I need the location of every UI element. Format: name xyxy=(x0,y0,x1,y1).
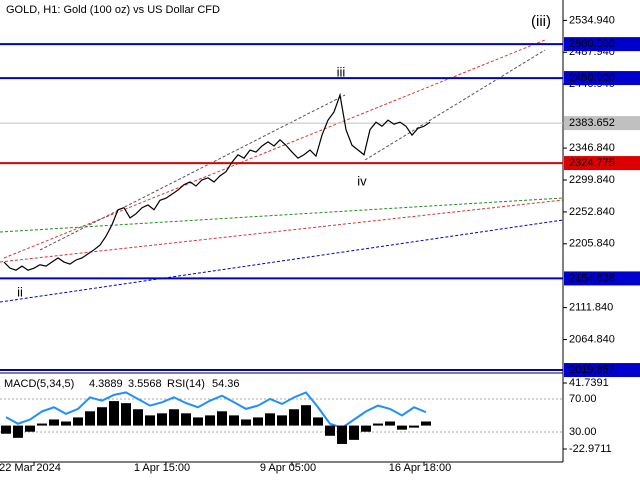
channel-lines xyxy=(0,39,564,303)
macd-bar xyxy=(85,411,95,426)
macd-bar xyxy=(37,423,47,426)
macd-bar xyxy=(241,419,251,426)
y-tick-label: 2299.840 xyxy=(569,174,615,186)
macd-bar xyxy=(109,401,119,426)
macd-bar xyxy=(313,417,323,426)
channel-line xyxy=(364,49,546,161)
level-box xyxy=(564,37,640,52)
channel-line xyxy=(3,39,546,259)
y2-tick-label: 41.7391 xyxy=(569,377,609,389)
macd-bar xyxy=(385,421,395,426)
level-box xyxy=(564,271,640,286)
trend-line xyxy=(0,199,564,263)
rsi-name: RSI(14) xyxy=(167,378,205,390)
level-label: 2019.867 xyxy=(569,364,615,376)
channel-line xyxy=(39,94,346,251)
y-tick-label: 2064.840 xyxy=(569,333,615,345)
macd-bar xyxy=(13,425,23,438)
level-label: 2154.838 xyxy=(569,272,615,284)
macd-bar xyxy=(121,403,131,426)
macd-bar xyxy=(73,417,83,426)
x-tick-label: 1 Apr 15:00 xyxy=(134,462,190,474)
trend-line xyxy=(0,197,564,233)
macd-bar xyxy=(49,419,59,426)
macd-bar xyxy=(325,425,335,436)
y2-tick-label: -22.9711 xyxy=(569,443,612,455)
price-line xyxy=(3,92,431,271)
chart-title: GOLD, H1: Gold (100 oz) vs US Dollar CFD xyxy=(6,4,220,16)
macd-bar xyxy=(157,413,167,426)
level-box xyxy=(564,363,640,378)
macd-bar xyxy=(97,407,107,426)
rsi-value: 54.36 xyxy=(212,378,240,390)
macd-bar xyxy=(337,425,347,444)
wave-label: (iii) xyxy=(531,13,551,30)
last-price-box xyxy=(564,116,640,131)
y-tick-label: 2252.840 xyxy=(569,206,615,218)
macd-bar xyxy=(133,409,143,426)
y-tick-label: 70.00 xyxy=(569,393,597,405)
macd-bar xyxy=(169,409,179,426)
macd-bar xyxy=(349,425,359,440)
macd-bar xyxy=(373,423,383,426)
level-label: 2500.000 xyxy=(569,38,615,50)
y-tick-label: 2111.840 xyxy=(569,302,613,314)
macd-bar xyxy=(205,415,215,426)
macd-value: 4.3889 xyxy=(89,378,123,390)
macd-bar xyxy=(25,425,35,432)
level-label: 2324.775 xyxy=(569,157,615,169)
wave-label: iii xyxy=(337,64,346,79)
macd-name: MACD(5,34,5) xyxy=(4,378,74,390)
macd-bar xyxy=(61,421,71,426)
macd-bar xyxy=(265,413,275,426)
macd-bar xyxy=(217,411,227,426)
wave-label: iv xyxy=(357,173,367,188)
macd-bar xyxy=(181,413,191,426)
level-label: 2450.000 xyxy=(569,72,615,84)
macd-bar xyxy=(421,421,431,426)
macd-bar xyxy=(361,425,371,432)
wave-label: ii xyxy=(17,284,23,299)
macd-bar xyxy=(253,417,263,426)
indicator-header: MACD(5,34,5) 4.3889 3.5568 RSI(14) 54.36 xyxy=(4,378,240,390)
level-box xyxy=(564,71,640,86)
macd-bar xyxy=(1,425,11,434)
macd-bar xyxy=(193,417,203,426)
y-tick-label: 2534.940 xyxy=(569,14,615,26)
x-tick-label: 9 Apr 05:00 xyxy=(260,462,316,474)
macd-bar xyxy=(277,415,287,426)
macd-bar xyxy=(409,425,419,428)
y-tick-label: 2205.840 xyxy=(569,238,615,250)
level-box xyxy=(564,156,640,171)
last-price-label: 2383.652 xyxy=(569,117,615,129)
x-tick-label: 16 Apr 18:00 xyxy=(389,462,451,474)
y-tick-label: 2346.840 xyxy=(569,142,615,154)
macd-bar xyxy=(397,425,407,430)
macd-bar xyxy=(301,405,311,426)
macd-bar xyxy=(145,415,155,426)
macd-bar xyxy=(229,415,239,426)
macd-signal: 3.5568 xyxy=(128,378,162,390)
macd-bar xyxy=(289,409,299,426)
rsi-line xyxy=(5,391,427,429)
x-tick-label: 22 Mar 2024 xyxy=(0,462,61,474)
y-tick-label: 30.00 xyxy=(569,426,597,438)
